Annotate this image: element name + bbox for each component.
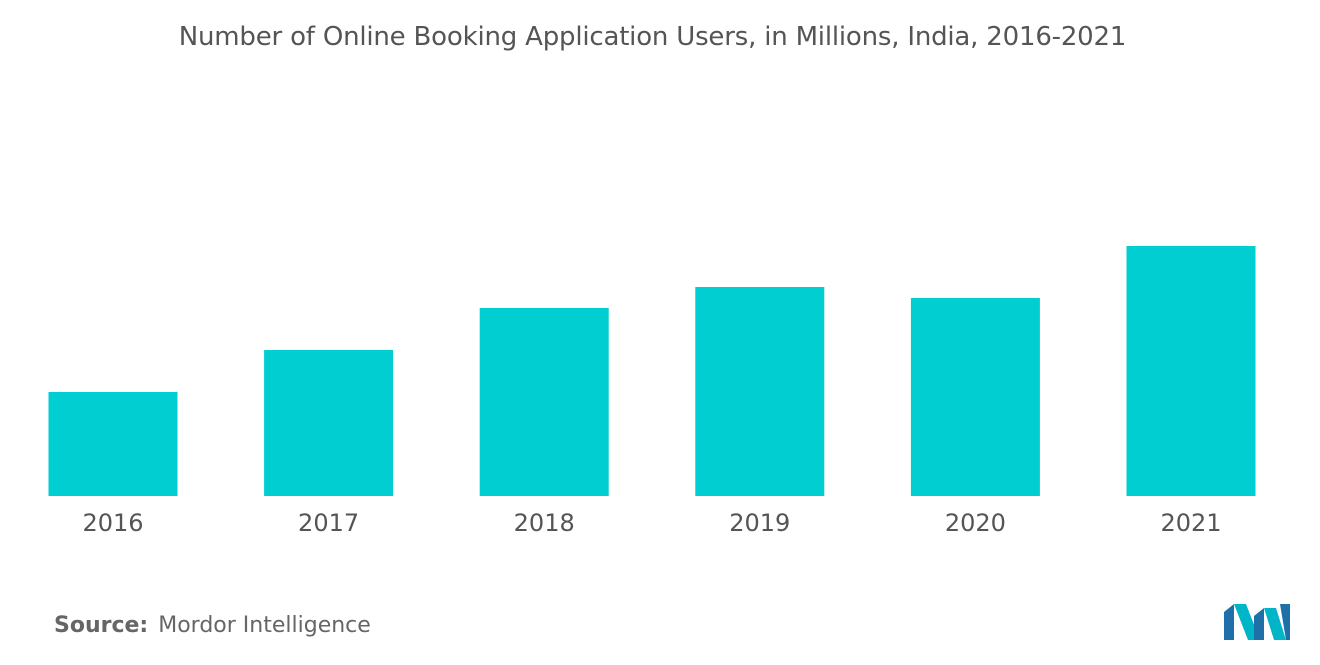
- source-line: Source: Mordor Intelligence: [54, 613, 371, 638]
- bar-2017: [264, 350, 394, 496]
- x-tick-label: 2020: [945, 509, 1006, 537]
- x-tick-label: 2018: [514, 509, 575, 537]
- x-tick-label: 2021: [1160, 509, 1221, 537]
- bar-2020: [910, 298, 1040, 496]
- bar-2021: [1126, 246, 1256, 496]
- source-text: Mordor Intelligence: [158, 613, 371, 638]
- mordor-intelligence-logo-icon: [1224, 604, 1290, 640]
- x-tick-label: 2019: [729, 509, 790, 537]
- chart-title: Number of Online Booking Application Use…: [178, 22, 1127, 52]
- source-label: Source:: [54, 613, 149, 638]
- bar-chart: 2016 2017 2018 2019 2020 2021: [48, 246, 1256, 537]
- bar-2016: [48, 392, 178, 496]
- bar-2019: [695, 287, 825, 496]
- x-tick-label: 2017: [298, 509, 359, 537]
- bar-2018: [479, 308, 609, 496]
- x-tick-label: 2016: [82, 509, 143, 537]
